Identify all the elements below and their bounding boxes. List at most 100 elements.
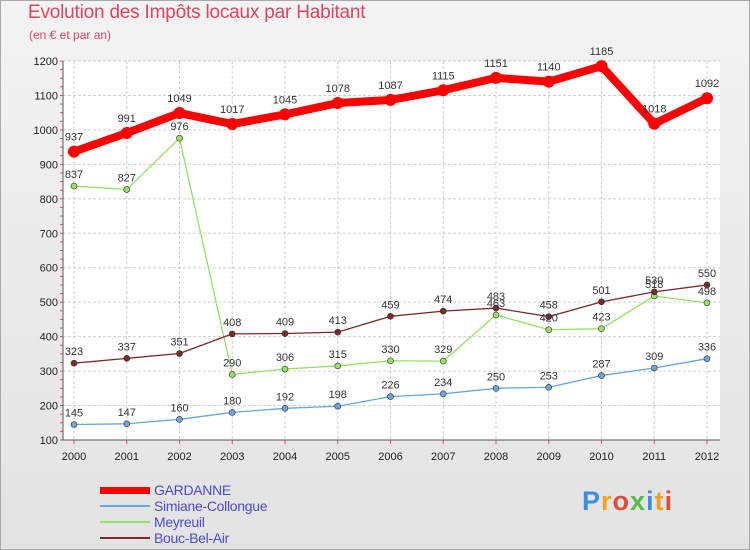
data-label: 423	[592, 312, 610, 324]
data-point	[120, 127, 133, 140]
data-label: 501	[592, 285, 610, 297]
data-point	[542, 75, 555, 88]
x-tick-label: 2012	[695, 451, 719, 463]
data-labels-layer: 145 147 160 180 192 198 226 234 250 253 287 309 336 8…	[65, 46, 719, 419]
legend-swatch	[100, 505, 150, 507]
data-label: 1018	[642, 104, 666, 116]
data-point	[439, 307, 447, 315]
data-point	[545, 326, 553, 334]
data-point	[387, 357, 394, 365]
y-tick-label: 400	[40, 332, 58, 344]
x-tick-label: 2008	[484, 451, 508, 463]
data-point	[334, 328, 342, 336]
data-point	[490, 71, 502, 84]
data-label: 1045	[273, 94, 297, 106]
data-point	[68, 145, 80, 158]
y-tick-label: 700	[40, 228, 58, 240]
y-tick-label: 200	[40, 401, 58, 413]
data-label: 337	[118, 341, 136, 353]
data-point	[70, 421, 78, 428]
x-tick-label: 2004	[273, 451, 297, 463]
data-label: 1185	[590, 46, 614, 58]
data-point	[228, 330, 236, 338]
series-layer	[68, 60, 713, 428]
y-tick-label: 300	[40, 366, 58, 378]
data-label: 336	[698, 342, 716, 354]
data-label: 474	[434, 294, 452, 306]
data-label: 937	[65, 132, 83, 144]
legend-label: GARDANNE	[154, 482, 231, 498]
data-point	[439, 357, 447, 365]
data-label: 226	[381, 380, 399, 392]
logo-letter: i	[664, 486, 674, 516]
data-label: 309	[645, 351, 663, 363]
legend-swatch	[100, 521, 150, 523]
data-label: 1115	[432, 70, 455, 82]
data-point	[545, 383, 553, 391]
proxiti-logo: Proxiti	[582, 486, 673, 517]
data-label: 1151	[484, 58, 508, 70]
logo-letter: i	[646, 486, 655, 516]
data-label: 250	[487, 371, 505, 383]
data-label: 420	[540, 313, 558, 325]
data-point	[598, 298, 605, 306]
data-point	[492, 311, 500, 319]
logo-letter: r	[601, 486, 613, 516]
data-label: 290	[223, 358, 241, 370]
data-label: 409	[276, 317, 294, 329]
chart-subtitle: (en € et par an)	[29, 28, 112, 42]
logo-letter: P	[582, 486, 602, 516]
data-label: 463	[487, 298, 505, 310]
data-label: 180	[223, 395, 241, 407]
data-point	[701, 92, 713, 105]
data-point	[703, 355, 711, 362]
data-point	[281, 405, 289, 412]
legend-label: Bouc-Bel-Air	[154, 530, 229, 546]
axes-layer: 100 200 300 400 500 600 700 800 900 1000 1100 1200 2…	[34, 56, 720, 463]
data-point	[70, 359, 78, 367]
data-label: 837	[65, 169, 83, 181]
data-point	[331, 97, 344, 110]
data-label: 329	[434, 344, 452, 356]
data-label: 330	[381, 344, 399, 356]
data-label: 1087	[378, 80, 402, 92]
legend-swatch	[100, 537, 150, 539]
x-tick-label: 2006	[378, 451, 402, 463]
data-label: 234	[434, 377, 452, 389]
data-point	[176, 416, 183, 423]
data-label: 351	[170, 337, 188, 349]
data-label: 147	[118, 407, 136, 419]
data-point	[598, 372, 605, 379]
y-tick-label: 1200	[34, 56, 58, 68]
data-point	[439, 390, 447, 398]
data-label: 991	[118, 113, 136, 125]
plot-area	[63, 61, 720, 440]
data-label: 1092	[695, 78, 719, 90]
logo-letter: t	[654, 486, 665, 516]
data-label: 483	[487, 291, 505, 303]
data-point	[492, 304, 500, 312]
data-label: 1078	[326, 83, 350, 95]
x-tick-label: 2007	[431, 451, 455, 463]
legend-label: Simiane-Collongue	[154, 498, 268, 514]
data-label: 306	[276, 352, 294, 364]
data-label: 287	[592, 359, 610, 371]
data-label: 192	[276, 391, 294, 403]
logo-letter: x	[630, 486, 647, 516]
y-tick-label: 1000	[34, 125, 58, 137]
y-tick-label: 600	[40, 263, 58, 275]
data-point	[650, 364, 658, 372]
grid-layer	[63, 60, 720, 441]
y-tick-label: 100	[40, 435, 58, 447]
data-point	[123, 420, 131, 428]
data-label: 976	[170, 121, 188, 133]
y-tick-label: 800	[40, 194, 58, 206]
data-point	[387, 393, 394, 400]
data-label: 530	[645, 275, 663, 287]
data-point	[648, 117, 661, 130]
data-point	[176, 350, 183, 357]
legend-swatch	[100, 486, 150, 494]
data-label: 413	[329, 315, 347, 327]
data-point	[545, 313, 553, 320]
